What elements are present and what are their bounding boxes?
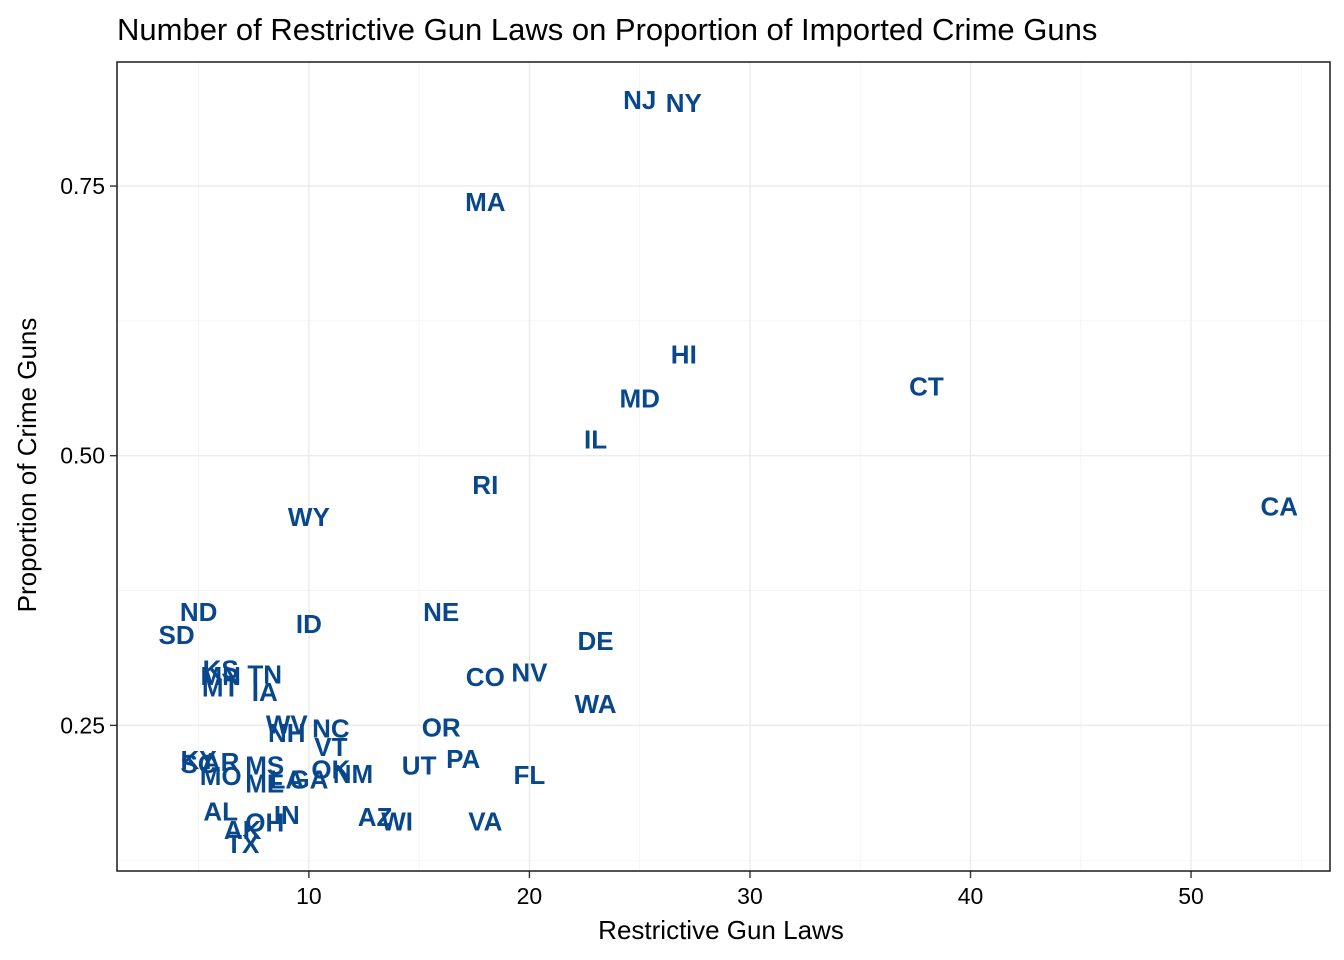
point-label-ga: GA — [289, 764, 328, 794]
point-label-co: CO — [466, 662, 505, 692]
point-label-nm: NM — [333, 759, 373, 789]
x-tick-label: 40 — [958, 883, 984, 909]
point-label-ak: AK — [224, 815, 262, 845]
point-label-ma: MA — [465, 187, 506, 217]
y-tick-label: 0.75 — [60, 173, 105, 199]
chart-title: Number of Restrictive Gun Laws on Propor… — [117, 12, 1097, 47]
point-label-al: AL — [203, 797, 238, 827]
point-label-ny: NY — [666, 88, 702, 118]
y-tick-label: 0.50 — [60, 443, 105, 469]
point-label-mt: MT — [202, 673, 240, 703]
x-tick-label: 10 — [296, 883, 322, 909]
point-label-il: IL — [584, 425, 607, 455]
point-label-mn: MN — [200, 661, 240, 691]
point-label-de: DE — [578, 626, 614, 656]
point-label-nh: NH — [268, 718, 306, 748]
point-label-id: ID — [296, 609, 322, 639]
point-label-nc: NC — [312, 714, 350, 744]
point-label-sd: SD — [158, 620, 194, 650]
point-label-wy: WY — [288, 502, 330, 532]
point-label-wi: WI — [381, 806, 413, 836]
x-tick-label: 50 — [1178, 883, 1204, 909]
x-tick-label: 30 — [737, 883, 763, 909]
axis-ticks: 10 20 30 40 50 0.25 0.50 0.75 — [60, 173, 1204, 909]
point-label-ms: MS — [245, 750, 284, 780]
point-label-ks: KS — [203, 654, 239, 684]
point-label-mo: MO — [200, 761, 242, 791]
point-label-ar: AR — [202, 747, 240, 777]
point-label-nv: NV — [511, 658, 548, 688]
point-label-ok: OK — [311, 755, 350, 785]
point-label-ct: CT — [909, 372, 944, 402]
x-axis-title: Restrictive Gun Laws — [598, 915, 844, 945]
point-label-nj: NJ — [623, 85, 656, 115]
point-label-az: AZ — [358, 802, 393, 832]
point-label-ne: NE — [423, 597, 459, 627]
point-label-in: IN — [274, 800, 300, 830]
point-label-va: VA — [468, 806, 502, 836]
panel-border — [116, 61, 1331, 872]
point-label-ca: CA — [1260, 491, 1298, 521]
grid-lines — [117, 62, 1330, 871]
point-label-fl: FL — [514, 760, 546, 790]
x-tick-label: 20 — [517, 883, 543, 909]
point-label-ky: KY — [181, 745, 217, 775]
point-label-wv: WV — [266, 709, 309, 739]
y-axis-title: Proportion of Crime Guns — [12, 318, 42, 613]
point-label-hi: HI — [671, 339, 697, 369]
point-label-tx: TX — [226, 829, 260, 859]
point-label-ut: UT — [402, 750, 437, 780]
y-tick-label: 0.25 — [60, 712, 105, 738]
point-label-md: MD — [619, 384, 659, 414]
point-label-vt: VT — [314, 732, 347, 762]
point-label-ri: RI — [472, 470, 498, 500]
point-label-sc: SC — [181, 749, 217, 779]
point-label-la: LA — [269, 764, 304, 794]
point-label-ia: IA — [252, 677, 278, 707]
point-label-oh: OH — [245, 807, 284, 837]
point-label-wa: WA — [575, 689, 617, 719]
point-label-or: OR — [422, 713, 461, 743]
point-label-me: ME — [245, 769, 284, 799]
point-label-tn: TN — [247, 660, 282, 690]
point-label-pa: PA — [446, 744, 480, 774]
point-label-nd: ND — [180, 597, 218, 627]
